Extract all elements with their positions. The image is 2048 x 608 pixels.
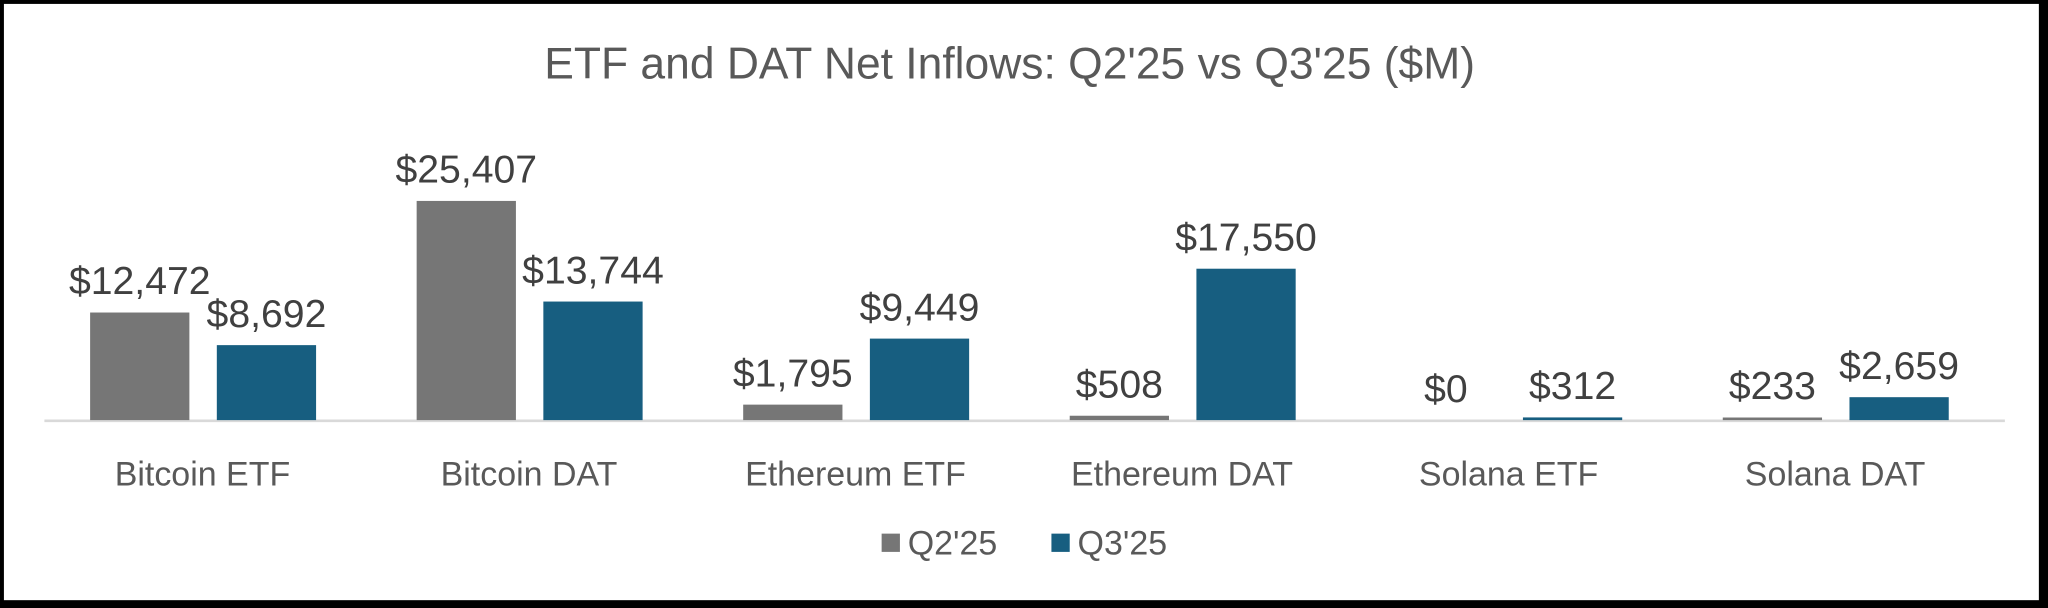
- bar-solana-etf-q3: [1522, 417, 1623, 421]
- bar-solana-dat-q2: [1722, 417, 1823, 421]
- legend-swatch-q2: [881, 533, 900, 552]
- data-label: $25,407: [395, 149, 537, 192]
- x-tick-label: Bitcoin ETF: [115, 455, 290, 493]
- bar-bitcoin-dat-q3: [543, 301, 643, 421]
- x-tick-label: Solana ETF: [1419, 455, 1598, 493]
- x-tick-label: Ethereum ETF: [745, 455, 966, 493]
- category-labels: Bitcoin ETF Bitcoin DAT Ethereum ETF Ethere…: [115, 455, 1926, 493]
- bar-ethereum-etf-q2: [743, 404, 843, 421]
- legend-label: Q3'25: [1078, 525, 1168, 563]
- bar-ethereum-dat-q2: [1069, 415, 1169, 421]
- legend-label: Q2'25: [908, 525, 998, 563]
- bar-bitcoin-dat-q2: [416, 200, 516, 421]
- bars-layer: $12,472$8,692 $25,407 $13,744 $1,795$9,449 $…: [69, 149, 1959, 421]
- x-tick-label: Bitcoin DAT: [441, 455, 618, 493]
- chart-title: ETF and DAT Net Inflows: Q2'25 vs Q3'25 …: [544, 39, 1475, 88]
- bar-bitcoin-etf-q3: [216, 345, 317, 421]
- x-tick-label: Ethereum DAT: [1071, 455, 1293, 493]
- data-label: $508: [1076, 363, 1163, 406]
- legend-swatch-q3: [1051, 533, 1070, 552]
- bar-solana-dat-q3: [1849, 397, 1949, 421]
- x-tick-label: Solana DAT: [1745, 455, 1926, 493]
- data-label: $13,744: [522, 249, 664, 292]
- bar-ethereum-dat-q3: [1196, 268, 1296, 421]
- bar-bitcoin-etf-q2: [90, 312, 190, 421]
- data-label: $2,659: [1839, 345, 1959, 388]
- data-label: $9,449: [860, 286, 980, 329]
- data-label: $17,550: [1175, 216, 1317, 259]
- data-label: $312: [1529, 365, 1616, 408]
- legend: Q2'25 Q3'25: [881, 525, 1168, 563]
- bar-ethereum-etf-q3: [869, 338, 970, 421]
- data-label: $0: [1424, 368, 1468, 411]
- data-label: $233: [1729, 365, 1816, 408]
- data-label: $1,795: [733, 352, 853, 395]
- data-label: $8,692: [207, 293, 327, 336]
- chart-frame: [3, 3, 2039, 601]
- data-label: $12,472: [69, 260, 211, 303]
